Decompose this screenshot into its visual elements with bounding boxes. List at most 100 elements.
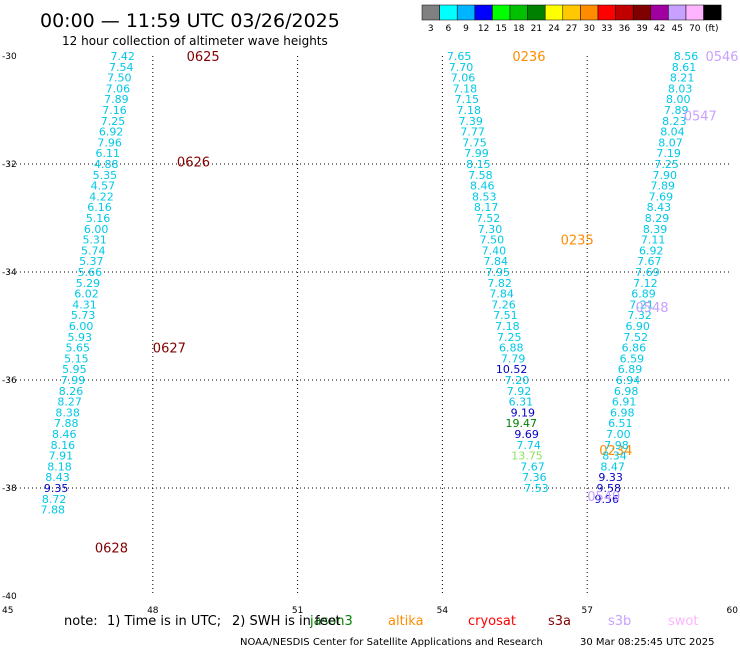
wave-height-value: 5.73 xyxy=(71,309,96,322)
wave-height-value: 7.82 xyxy=(487,277,512,290)
footer-note-2: 2) SWH is in feet xyxy=(232,614,341,629)
scale-label: 70 xyxy=(689,24,701,34)
wave-height-value: 7.92 xyxy=(507,385,532,398)
legend-entry-cryosat: cryosat xyxy=(468,614,516,629)
wave-height-value: 6.91 xyxy=(612,396,637,409)
scale-swatch xyxy=(527,4,546,21)
wave-height-value: 7.88 xyxy=(54,417,79,430)
wave-height-value: 7.89 xyxy=(104,93,129,106)
scale-label: 30 xyxy=(583,24,595,34)
wave-height-value: 7.39 xyxy=(458,115,483,128)
wave-height-value: 9.19 xyxy=(511,406,536,419)
x-tick-label: 51 xyxy=(292,606,303,616)
wave-height-value: 7.30 xyxy=(478,223,503,236)
pass-time-label: 0626 xyxy=(177,155,210,170)
wave-height-value: 6.51 xyxy=(608,417,633,430)
wave-height-value: 8.53 xyxy=(472,190,497,203)
scale-swatch xyxy=(421,4,440,21)
scale-swatch xyxy=(474,4,493,21)
scale-label: 21 xyxy=(531,24,542,34)
wave-height-value: 7.18 xyxy=(453,82,478,95)
scale-swatch xyxy=(668,4,687,21)
wave-height-value: 7.69 xyxy=(649,190,674,203)
wave-height-value: 7.12 xyxy=(633,277,658,290)
x-tick-label: 48 xyxy=(147,606,159,616)
wave-height-value: 8.04 xyxy=(660,126,685,139)
wave-height-value: 7.16 xyxy=(102,104,127,117)
wave-height-value: 7.90 xyxy=(652,169,677,182)
satellite-legend: jason3 altika cryosat s3a s3b swot xyxy=(309,614,698,629)
wave-height-value: 5.16 xyxy=(86,212,111,225)
wave-height-value: 8.47 xyxy=(600,460,625,473)
wave-height-value: 7.52 xyxy=(624,331,649,344)
wave-height-value: 6.00 xyxy=(69,320,94,333)
wave-height-value: 5.93 xyxy=(67,331,92,344)
wave-height-value: 8.17 xyxy=(474,201,499,214)
wave-height-value: 7.06 xyxy=(451,72,476,85)
wave-height-value: 9.56 xyxy=(595,493,620,506)
y-tick-label: -32 xyxy=(2,160,17,170)
legend-entry-s3a: s3a xyxy=(548,614,571,629)
scale-swatch xyxy=(632,4,652,21)
scale-label: 33 xyxy=(601,24,612,34)
footer-note-prefix: note: xyxy=(64,614,98,629)
scale-label: 39 xyxy=(636,24,648,34)
wave-height-value: 8.07 xyxy=(658,136,683,149)
pass-time-label: 0627 xyxy=(153,342,186,357)
scale-unit: (ft) xyxy=(705,24,719,34)
wave-height-value: 6.92 xyxy=(639,244,664,257)
wave-height-value: 8.38 xyxy=(55,406,80,419)
wave-height-value: 7.50 xyxy=(107,72,132,85)
scale-swatch xyxy=(562,4,581,21)
wave-height-value: 7.84 xyxy=(489,288,514,301)
wave-height-value: 8.43 xyxy=(647,201,672,214)
axis-ticks: -30 -32 -34 -36 -38 -40 45 48 51 54 57 60 xyxy=(2,52,738,616)
data-points: 7.427.547.507.067.897.167.256.927.966.11… xyxy=(40,50,738,556)
wave-height-value: 8.46 xyxy=(470,180,495,193)
wave-height-value: 7.70 xyxy=(449,61,474,74)
wave-height-value: 8.23 xyxy=(662,115,687,128)
wave-height-value: 8.16 xyxy=(51,439,76,452)
wave-height-value: 7.00 xyxy=(606,428,631,441)
footer-credit: NOAA/NESDIS Center for Satellite Applica… xyxy=(240,637,543,648)
wave-height-value: 7.69 xyxy=(635,266,660,279)
wave-height-value: 8.26 xyxy=(59,385,84,398)
wave-height-value: 7.99 xyxy=(61,374,86,387)
wave-height-value: 6.98 xyxy=(610,406,635,419)
wave-height-value: 8.39 xyxy=(643,223,668,236)
wave-height-value: 6.02 xyxy=(74,288,99,301)
scale-label: 24 xyxy=(548,24,560,34)
wave-height-value: 5.37 xyxy=(79,255,104,268)
x-tick-label: 60 xyxy=(727,606,739,616)
scale-label: 45 xyxy=(671,24,682,34)
scale-swatch xyxy=(580,4,599,21)
legend-entry-s3b: s3b xyxy=(608,614,631,629)
wave-height-value: 8.34 xyxy=(602,450,627,463)
wave-height-value: 7.67 xyxy=(520,460,545,473)
wave-height-value: 5.29 xyxy=(76,277,101,290)
scale-swatch xyxy=(439,4,458,21)
y-tick-label: -38 xyxy=(2,484,17,494)
wave-height-value: 6.92 xyxy=(99,126,124,139)
wave-height-value: 7.15 xyxy=(455,93,480,106)
wave-height-value: 7.77 xyxy=(460,126,485,139)
pass-time-label: 0547 xyxy=(684,109,717,124)
wave-height-value: 7.40 xyxy=(482,244,507,257)
wave-height-value: 8.29 xyxy=(645,212,670,225)
scale-label: 18 xyxy=(513,24,525,34)
wave-height-value: 5.74 xyxy=(81,244,106,257)
wave-height-value: 7.18 xyxy=(495,320,520,333)
x-tick-label: 45 xyxy=(2,606,13,616)
wave-height-value: 7.18 xyxy=(457,104,482,117)
wave-height-value: 6.31 xyxy=(509,396,534,409)
pass-time-label: 0236 xyxy=(512,50,545,65)
wave-height-value: 8.00 xyxy=(666,93,691,106)
wave-height-value: 7.79 xyxy=(501,352,526,365)
pass-time-label: 0546 xyxy=(705,50,738,65)
wave-height-value: 6.90 xyxy=(625,320,650,333)
wave-height-value: 6.94 xyxy=(616,374,641,387)
wave-height-value: 7.84 xyxy=(484,255,509,268)
wave-height-value: 8.18 xyxy=(47,460,72,473)
scale-swatch xyxy=(544,4,564,21)
